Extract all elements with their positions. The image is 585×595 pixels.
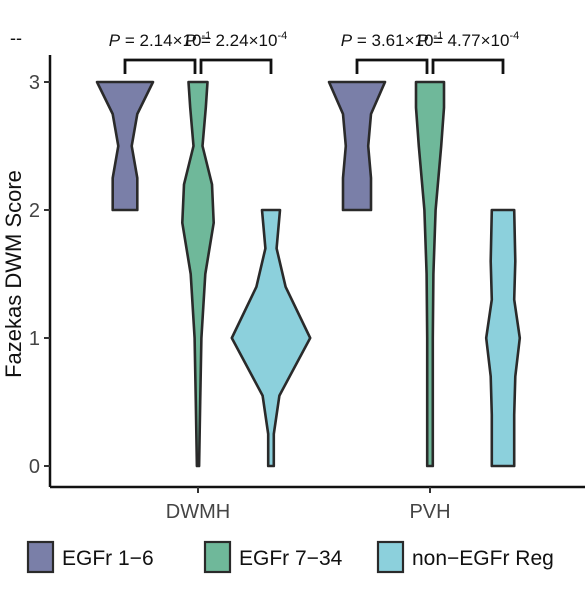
legend-swatch-egfr-1-6 xyxy=(26,540,55,574)
violin-dwmh-egfr-7-34 xyxy=(181,80,215,468)
x-tick-label: DWMH xyxy=(166,501,230,523)
violins xyxy=(95,80,522,468)
violin-pvh-non-egfr-reg xyxy=(484,208,522,468)
y-tick-label: 2 xyxy=(29,200,40,222)
p-value-label: P = 2.24×10-4 xyxy=(185,30,287,50)
comparison-brackets: P = 2.14×10-1P = 2.24×10-4 P = 3.61×10-1P… xyxy=(109,30,519,74)
panel-tag: -- xyxy=(10,28,22,48)
legend: EGFr 1−6 EGFr 7−34 non−EGFr Reg xyxy=(26,540,554,574)
x-tick-label: PVH xyxy=(409,501,450,523)
axes: 0 1 2 3 DWMH PVH xyxy=(29,55,585,523)
violin-pvh-egfr-1-6 xyxy=(327,80,387,212)
legend-swatch-egfr-7-34 xyxy=(203,540,232,574)
legend-label-non-egfr-reg: non−EGFr Reg xyxy=(412,547,554,570)
legend-label-egfr-1-6: EGFr 1−6 xyxy=(62,547,154,570)
legend-label-egfr-7-34: EGFr 7−34 xyxy=(239,547,343,570)
significance-bracket xyxy=(355,58,429,74)
y-tick-label: 3 xyxy=(29,72,40,94)
violin-pvh-egfr-7-34 xyxy=(414,80,446,468)
legend-swatch-non-egfr-reg xyxy=(376,540,405,574)
y-axis-title: Fazekas DWM Score xyxy=(1,170,26,378)
y-tick-label: 1 xyxy=(29,328,40,350)
y-tick-label: 0 xyxy=(29,456,40,478)
significance-bracket xyxy=(199,58,273,74)
p-value-label: P = 2.14×10-1 xyxy=(109,30,211,50)
p-value-label: P = 3.61×10-1 xyxy=(341,30,443,50)
violin-dwmh-egfr-1-6 xyxy=(95,80,155,212)
violin-dwmh-non-egfr-reg xyxy=(230,208,312,468)
significance-bracket xyxy=(123,58,197,74)
significance-bracket xyxy=(431,58,505,74)
p-value-label: P = 4.77×10-4 xyxy=(417,30,519,50)
